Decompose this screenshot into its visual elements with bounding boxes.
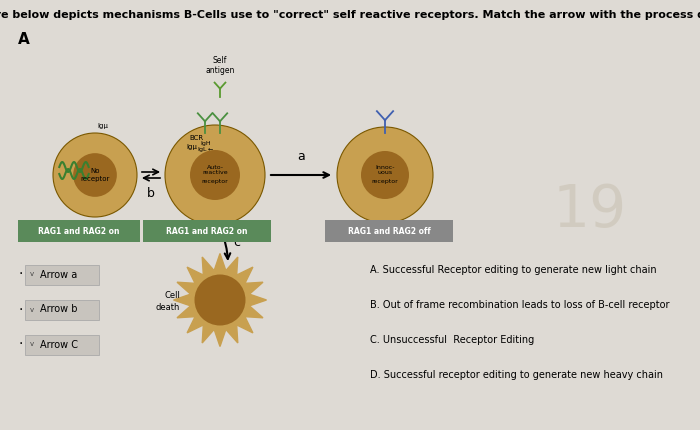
- Polygon shape: [174, 254, 267, 347]
- Text: v: v: [30, 271, 34, 277]
- Text: B. Out of frame recombination leads to loss of B-cell receptor: B. Out of frame recombination leads to l…: [370, 300, 669, 310]
- Text: v: v: [30, 341, 34, 347]
- Text: receptor: receptor: [80, 176, 110, 182]
- Text: IgH: IgH: [200, 141, 211, 147]
- Text: receptor: receptor: [372, 179, 398, 184]
- Text: Auto-
reactive: Auto- reactive: [202, 165, 228, 175]
- Text: b: b: [147, 187, 155, 200]
- Text: D. Successful receptor editing to generate new heavy chain: D. Successful receptor editing to genera…: [370, 370, 663, 380]
- Text: The figure below depicts mechanisms B-Cells use to "correct" self reactive recep: The figure below depicts mechanisms B-Ce…: [0, 10, 700, 20]
- Circle shape: [165, 125, 265, 225]
- Circle shape: [195, 274, 246, 326]
- FancyBboxPatch shape: [25, 335, 99, 355]
- Text: v: v: [30, 307, 34, 313]
- Text: A: A: [18, 32, 29, 47]
- Text: BCR: BCR: [189, 135, 203, 141]
- Text: Cell: Cell: [164, 292, 180, 301]
- FancyBboxPatch shape: [325, 220, 453, 242]
- FancyBboxPatch shape: [25, 300, 99, 320]
- FancyBboxPatch shape: [18, 220, 140, 242]
- Text: death: death: [155, 302, 180, 311]
- Text: 19: 19: [553, 181, 627, 239]
- Text: Arrow a: Arrow a: [40, 270, 77, 280]
- Text: Igµ: Igµ: [186, 144, 197, 150]
- Text: receptor: receptor: [202, 179, 228, 184]
- Text: Arrow C: Arrow C: [40, 340, 78, 350]
- Text: c: c: [233, 236, 240, 249]
- Circle shape: [337, 127, 433, 223]
- FancyBboxPatch shape: [143, 220, 271, 242]
- Text: No: No: [90, 168, 99, 174]
- Text: a: a: [297, 150, 305, 163]
- Text: ·: ·: [19, 267, 23, 282]
- Text: Arrow b: Arrow b: [40, 304, 78, 314]
- Text: Pre-B cell: Pre-B cell: [74, 227, 116, 236]
- Text: ·: ·: [19, 302, 23, 316]
- Text: Igµ: Igµ: [97, 123, 108, 129]
- Circle shape: [190, 150, 240, 200]
- Text: C. Unsuccessful  Receptor Editing: C. Unsuccessful Receptor Editing: [370, 335, 534, 345]
- Text: ·: ·: [19, 338, 23, 351]
- Text: A. Successful Receptor editing to generate new light chain: A. Successful Receptor editing to genera…: [370, 265, 657, 275]
- Circle shape: [361, 151, 409, 199]
- Text: Innoc-
uous: Innoc- uous: [375, 165, 395, 175]
- Text: IgL$\leftarrow$: IgL$\leftarrow$: [197, 145, 214, 154]
- Circle shape: [53, 133, 137, 217]
- Text: RAG1 and RAG2 off: RAG1 and RAG2 off: [348, 227, 430, 236]
- Text: Self
antigen: Self antigen: [205, 55, 235, 75]
- FancyBboxPatch shape: [25, 265, 99, 285]
- Text: RAG1 and RAG2 on: RAG1 and RAG2 on: [167, 227, 248, 236]
- Text: RAG1 and RAG2 on: RAG1 and RAG2 on: [38, 227, 120, 236]
- Circle shape: [74, 153, 117, 197]
